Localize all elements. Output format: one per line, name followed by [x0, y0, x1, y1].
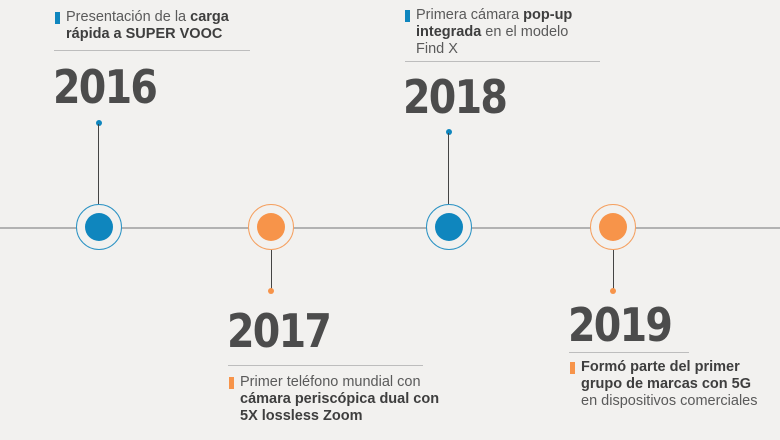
- marker-bar: [229, 377, 234, 389]
- desc-text-bold: Formó parte del primer grupo de marcas c…: [581, 359, 752, 392]
- connector-line: [613, 250, 614, 290]
- connector-line: [448, 133, 449, 204]
- pin-dot: [446, 129, 452, 135]
- desc-text-bold: carga rápida a SUPER VOOC: [66, 9, 229, 42]
- desc-text-bold: cámara periscópica dual con 5X lossless …: [240, 391, 440, 424]
- timeline-node: [590, 204, 636, 250]
- event-description: Presentación de la carga rápida a SUPER …: [55, 9, 255, 43]
- desc-text: Presentación de la: [66, 9, 191, 25]
- connector-line: [271, 250, 272, 290]
- connector-line: [98, 124, 99, 204]
- divider: [228, 365, 423, 366]
- timeline-node: [76, 204, 122, 250]
- divider: [405, 61, 600, 62]
- pin-dot: [610, 288, 616, 294]
- desc-text: en dispositivos comerciales: [581, 393, 758, 409]
- event-description: Primer teléfono mundial con cámara peris…: [229, 374, 459, 425]
- marker-bar: [570, 362, 575, 374]
- divider: [54, 50, 250, 51]
- marker-bar: [405, 10, 410, 22]
- divider: [569, 352, 689, 353]
- desc-text-bold: pop-up integrada: [416, 7, 573, 40]
- marker-bar: [55, 12, 60, 24]
- year-label: 2019: [568, 298, 673, 352]
- event-description: Primera cámara pop-up integrada en el mo…: [405, 7, 595, 58]
- pin-dot: [268, 288, 274, 294]
- pin-dot: [96, 120, 102, 126]
- desc-text: Primera cámara: [416, 7, 524, 23]
- desc-text: en el modelo Find X: [416, 24, 569, 57]
- year-label: 2018: [403, 70, 508, 124]
- desc-text: Primer teléfono mundial con: [240, 374, 421, 390]
- timeline-node: [248, 204, 294, 250]
- year-label: 2016: [53, 60, 158, 114]
- year-label: 2017: [227, 304, 332, 358]
- event-description: Formó parte del primer grupo de marcas c…: [570, 359, 770, 410]
- timeline-axis: [0, 227, 780, 229]
- timeline-node: [426, 204, 472, 250]
